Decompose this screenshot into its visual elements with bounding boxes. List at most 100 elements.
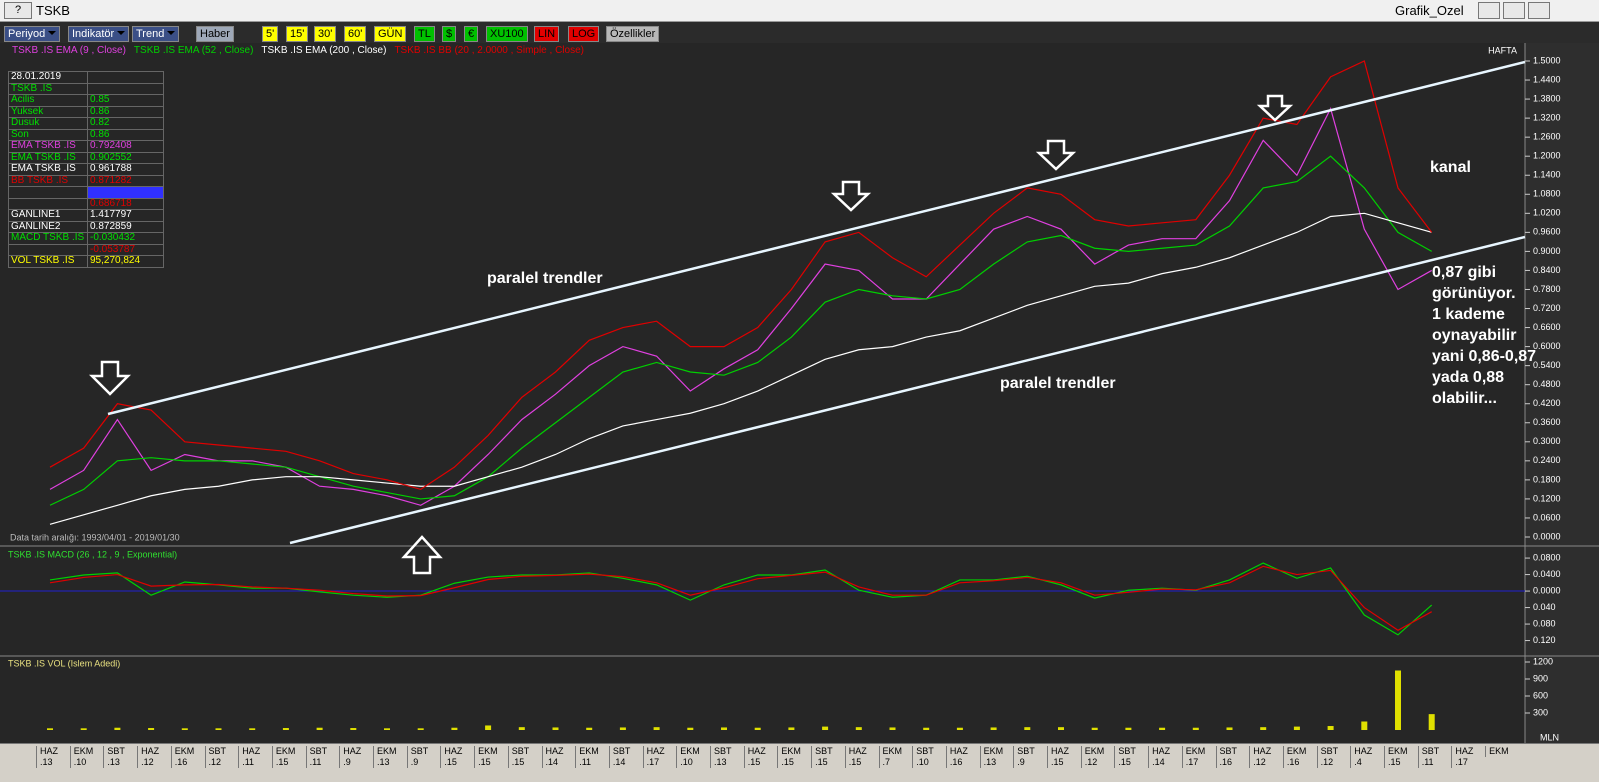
x-tick-label: HAZ .15 — [743, 746, 780, 768]
series-line — [49, 155, 1432, 506]
info-label: 28.01.2019 — [8, 71, 88, 84]
info-row: Yuksek 0.86 — [8, 105, 164, 118]
info-label — [8, 186, 88, 199]
toolbar-button[interactable]: LIN — [534, 26, 560, 42]
x-tick-label: SBT .12 — [204, 746, 241, 768]
arrow-down — [1035, 139, 1077, 171]
x-tick-label: HAZ .15 — [1047, 746, 1083, 768]
info-label: Acilis — [8, 94, 88, 107]
y-tick-label: 1.2000 — [1533, 151, 1561, 161]
restore[interactable] — [1503, 2, 1525, 19]
toolbar-button[interactable]: XU100 — [486, 26, 528, 42]
x-tick-label: EKM .13 — [979, 746, 1016, 768]
y-tick-label: 0.6600 — [1533, 322, 1561, 332]
info-row: Dusuk 0.82 — [8, 117, 164, 130]
info-label: Son — [8, 128, 88, 141]
y-tick-label: 0.2400 — [1533, 455, 1561, 465]
info-row: -0.053787 — [8, 243, 164, 256]
volume-bar — [855, 727, 862, 730]
y-tick-label: 300 — [1533, 707, 1548, 717]
volume-bar — [1395, 670, 1401, 730]
volume-bar — [889, 727, 896, 730]
info-row: GANLINE2 0.872859 — [8, 220, 164, 233]
volume-bar — [721, 727, 727, 730]
toolbar-button[interactable]: 5' — [262, 26, 279, 42]
x-tick-label: HAZ .14 — [1148, 746, 1184, 768]
toolbar-button[interactable]: $ — [442, 26, 457, 42]
info-value: 0.85 — [87, 94, 164, 107]
x-tick-label: EKM .12 — [1080, 746, 1117, 768]
help-button[interactable]: ? — [4, 2, 32, 19]
info-row: 28.01.2019 — [8, 71, 164, 84]
info-row: EMA TSKB .IS 0.792408 — [8, 140, 164, 153]
y-tick-label: 1.2600 — [1533, 132, 1561, 142]
toolbar-button[interactable]: 15' — [286, 26, 309, 42]
info-value: 0.871282 — [87, 174, 164, 187]
volume-bar — [754, 727, 761, 730]
volume-bar — [1125, 727, 1132, 730]
volume-bar — [653, 727, 660, 730]
x-tick-label: EKM .11 — [575, 746, 611, 768]
toolbar-button[interactable]: € — [464, 26, 479, 42]
volume-bar — [148, 728, 155, 730]
minimize[interactable] — [1478, 2, 1500, 19]
info-value — [87, 71, 164, 84]
info-label: GANLINE1 — [8, 209, 88, 222]
toolbar-button[interactable]: Indikatör — [68, 26, 130, 42]
x-tick-label: EKM .15 — [474, 746, 510, 768]
toolbar-button[interactable]: LOG — [568, 26, 600, 42]
info-row: 0.686718 — [8, 197, 164, 210]
volume-bar — [1361, 721, 1368, 730]
x-tick-label: SBT .12 — [1316, 746, 1353, 768]
toolbar-button[interactable]: TL — [414, 26, 435, 42]
x-tick-label: EKM .15 — [777, 746, 813, 768]
x-tick-label: EKM .16 — [170, 746, 207, 768]
info-label: Dusuk — [8, 117, 88, 130]
toolbar-button[interactable]: Trend — [132, 26, 180, 42]
y-tick-label: 600 — [1533, 690, 1548, 700]
volume-bar — [451, 727, 458, 730]
toolbar-button[interactable]: Periyod — [4, 26, 61, 42]
volume-bar — [822, 726, 829, 730]
info-label: EMA TSKB .IS — [8, 151, 88, 164]
x-tick-label: HAZ .13 — [36, 746, 72, 768]
volume-bar — [215, 728, 222, 730]
x-tick-label: SBT .16 — [1215, 746, 1252, 768]
info-label: MACD TSKB .IS — [8, 232, 88, 245]
info-row: TSKB .IS — [8, 82, 164, 95]
toolbar-button[interactable]: Özellikler — [606, 26, 660, 42]
volume-bar — [316, 727, 323, 730]
arrow-down — [1256, 94, 1294, 122]
y-tick-label: 1.4400 — [1533, 74, 1561, 84]
y-tick-label: 0.6000 — [1533, 341, 1561, 351]
x-tick-label: EKM .16 — [1282, 746, 1319, 768]
info-value: -0.030432 — [87, 232, 164, 245]
legend-entry: TSKB .IS BB (20 , 2.0000 , Simple , Clos… — [394, 45, 584, 56]
volume-bar — [282, 728, 289, 730]
volume-bar — [485, 725, 492, 730]
toolbar-button[interactable]: Haber — [196, 26, 234, 42]
x-tick-label: HAZ .12 — [137, 746, 173, 768]
info-row: VOL TSKB .IS 95,270,824 — [8, 255, 164, 268]
legend: TSKB .IS EMA (9 , Close) TSKB .IS EMA (52… — [12, 45, 592, 56]
y-tick-label: 0.080 — [1533, 618, 1556, 628]
toolbar-button[interactable]: GÜN — [374, 26, 407, 42]
y-tick-label: 1.1400 — [1533, 170, 1561, 180]
x-tick-label: HAZ .11 — [238, 746, 274, 768]
y-tick-label: 1.3800 — [1533, 93, 1561, 103]
toolbar-button[interactable]: 30' — [314, 26, 337, 42]
toolbar-button[interactable]: 60' — [344, 26, 367, 42]
volume-bar — [1024, 727, 1031, 730]
volume-bar — [552, 727, 559, 730]
y-tick-label: 0.3600 — [1533, 417, 1561, 427]
info-label — [8, 243, 88, 256]
info-value: 0.686718 — [87, 197, 164, 210]
x-tick-label: HAZ .16 — [945, 746, 982, 768]
channel-line — [289, 235, 1526, 545]
volume-bar — [249, 728, 256, 730]
volume-bar — [80, 728, 87, 730]
close[interactable] — [1528, 2, 1550, 19]
y-tick-label: 0.0600 — [1533, 512, 1561, 522]
